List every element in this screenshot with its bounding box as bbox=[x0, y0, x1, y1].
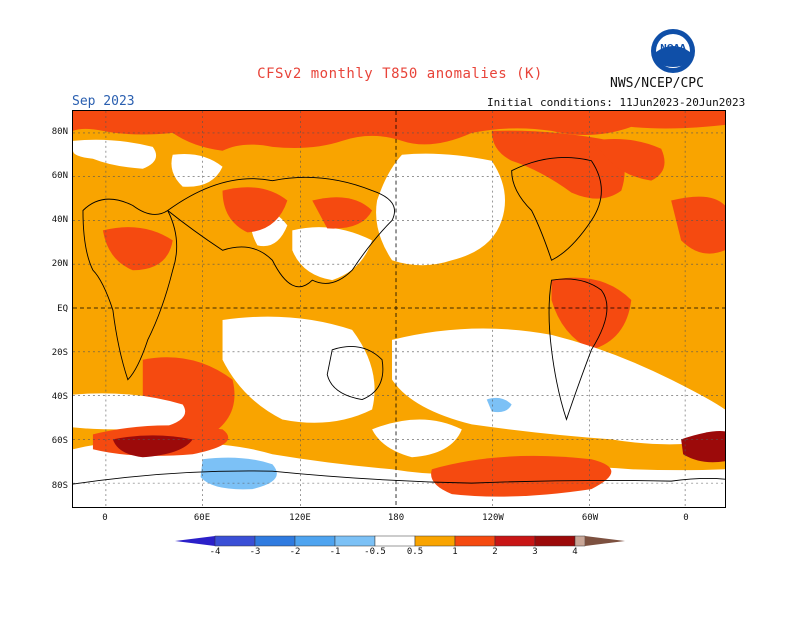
region-south-america-warm bbox=[551, 277, 632, 350]
legend-swatch-3-2 bbox=[254, 535, 296, 547]
region-arctic-warm bbox=[73, 111, 725, 151]
legend-swatch-neutral bbox=[374, 535, 416, 547]
legend-label-neg05: -0.5 bbox=[364, 547, 386, 557]
lat-label-40s: 40S bbox=[51, 392, 68, 402]
lon-label-0: 0 bbox=[102, 513, 108, 523]
legend-label-1: 1 bbox=[452, 547, 458, 557]
lat-label-20n: 20N bbox=[51, 259, 68, 269]
legend-label-neg3: -3 bbox=[249, 547, 261, 557]
region-north-pacific-neutral bbox=[376, 153, 506, 266]
region-north-africa-warm bbox=[102, 227, 173, 271]
legend-swatch-below-4 bbox=[175, 536, 215, 546]
lon-label-60e: 60E bbox=[193, 513, 211, 523]
region-atlantic-warm bbox=[671, 196, 725, 254]
region-central-asia-warm bbox=[222, 187, 288, 233]
legend-swatch-above-4-light bbox=[574, 535, 586, 547]
lon-label-120e: 120E bbox=[289, 513, 311, 523]
region-south-atlantic-strong bbox=[681, 431, 725, 463]
map-title: CFSv2 monthly T850 anomalies (K) bbox=[257, 66, 543, 82]
legend-label-2: 2 bbox=[492, 547, 498, 557]
agency-label: NWS/NCEP/CPC bbox=[610, 76, 704, 91]
initial-conditions: Initial conditions: 11Jun2023-20Jun2023 bbox=[487, 96, 746, 109]
map-gridlines bbox=[73, 111, 725, 507]
region-south-asia-neutral bbox=[292, 227, 373, 281]
lat-label-40n: 40N bbox=[51, 215, 68, 225]
forecast-month: Sep 2023 bbox=[72, 94, 135, 109]
lat-label-eq: EQ bbox=[57, 304, 68, 314]
lon-label-120w: 120W bbox=[482, 513, 504, 523]
legend-swatch-2-1 bbox=[294, 535, 336, 547]
color-legend bbox=[175, 535, 625, 547]
lon-label-60w: 60W bbox=[581, 513, 599, 523]
lat-label-60s: 60S bbox=[51, 436, 68, 446]
legend-swatch-1-2 bbox=[454, 535, 496, 547]
legend-swatch-1-05 bbox=[334, 535, 376, 547]
legend-label-neg2: -2 bbox=[289, 547, 301, 557]
region-indian-ocean-neutral bbox=[222, 316, 375, 423]
legend-swatch-above-4 bbox=[585, 536, 625, 546]
lat-label-60n: 60N bbox=[51, 171, 68, 181]
region-west-asia-neutral bbox=[171, 153, 223, 187]
legend-label-neg4: -4 bbox=[209, 547, 221, 557]
legend-swatch-4-3 bbox=[214, 535, 256, 547]
legend-label-4: 4 bbox=[572, 547, 578, 557]
lon-label-180: 180 bbox=[387, 513, 405, 523]
legend-swatch-2-3 bbox=[494, 535, 536, 547]
anomaly-map bbox=[72, 110, 726, 508]
lat-label-80s: 80S bbox=[51, 481, 68, 491]
legend-label-3: 3 bbox=[532, 547, 538, 557]
region-south-indian-strong bbox=[112, 435, 193, 458]
legend-label-05: 0.5 bbox=[406, 547, 424, 557]
region-china-warm bbox=[312, 197, 373, 229]
lon-label-0-east: 0 bbox=[683, 513, 689, 523]
region-greenland-canada-warm bbox=[491, 130, 625, 199]
region-south-ocean-neutral-1 bbox=[73, 393, 186, 430]
region-northeast-warm bbox=[591, 139, 665, 181]
legend-swatch-05-1 bbox=[414, 535, 456, 547]
legend-swatch-3-4 bbox=[534, 535, 576, 547]
region-south-pacific-warm bbox=[431, 455, 612, 497]
map-coastlines bbox=[73, 157, 725, 485]
lat-label-20s: 20S bbox=[51, 348, 68, 358]
region-tasman-neutral bbox=[372, 419, 462, 458]
region-south-pacific-neutral bbox=[392, 328, 725, 445]
legend-label-neg1: -1 bbox=[329, 547, 341, 557]
region-antarctic-cool bbox=[200, 457, 277, 490]
noaa-logo-text: NOAA bbox=[660, 43, 686, 52]
region-europe-neutral bbox=[73, 139, 157, 169]
lat-label-80n: 80N bbox=[51, 127, 68, 137]
noaa-logo-icon: NOAA bbox=[651, 29, 695, 73]
